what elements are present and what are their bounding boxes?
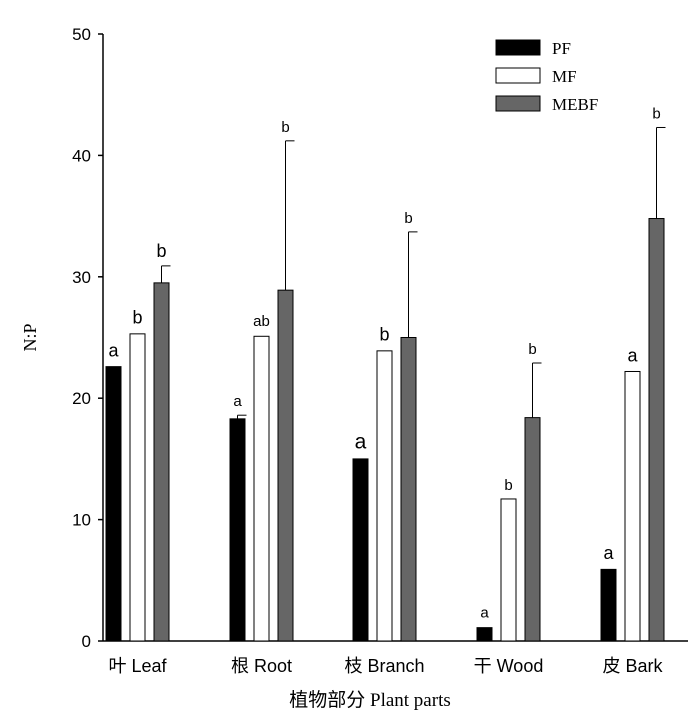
legend-label: MEBF bbox=[552, 95, 598, 114]
x-tick-label: 皮 Bark bbox=[602, 656, 663, 676]
significance-letter: b bbox=[281, 119, 289, 136]
bar bbox=[253, 335, 270, 642]
significance-letter: b bbox=[132, 308, 142, 328]
y-axis-label: N:P bbox=[20, 323, 40, 351]
bar bbox=[600, 568, 617, 642]
bar bbox=[524, 417, 541, 642]
significance-letter: ab bbox=[253, 313, 270, 330]
x-axis-label: 植物部分 Plant parts bbox=[289, 689, 451, 711]
y-tick-label: 30 bbox=[72, 268, 91, 287]
x-tick-label: 根 Root bbox=[231, 656, 292, 676]
bar bbox=[624, 370, 641, 642]
significance-letter: a bbox=[627, 345, 638, 365]
significance-letter: b bbox=[528, 341, 536, 358]
bar bbox=[277, 289, 294, 642]
y-tick-label: 20 bbox=[72, 389, 91, 408]
significance-letter: b bbox=[379, 325, 389, 345]
significance-letter: b bbox=[404, 210, 412, 227]
x-tick-label: 枝 Branch bbox=[344, 656, 424, 676]
x-tick-label: 叶 Leaf bbox=[108, 656, 167, 676]
bar bbox=[229, 418, 246, 642]
legend-label: MF bbox=[552, 67, 577, 86]
bar bbox=[476, 627, 493, 642]
y-tick-label: 0 bbox=[82, 632, 91, 651]
significance-letter: b bbox=[156, 241, 166, 261]
bar bbox=[376, 350, 393, 642]
significance-letter: a bbox=[233, 393, 242, 410]
significance-letter: a bbox=[480, 604, 489, 621]
bar bbox=[500, 498, 517, 642]
bar bbox=[105, 366, 122, 642]
significance-letter: a bbox=[108, 340, 119, 360]
bar bbox=[648, 218, 665, 642]
bar bbox=[129, 333, 146, 642]
bar bbox=[153, 282, 170, 642]
y-tick-label: 50 bbox=[72, 25, 91, 44]
significance-letter: a bbox=[355, 431, 367, 454]
y-tick-label: 40 bbox=[72, 146, 91, 165]
bar bbox=[352, 458, 369, 642]
legend-swatch bbox=[495, 39, 541, 56]
legend-swatch bbox=[495, 95, 541, 112]
significance-letter: a bbox=[603, 543, 614, 563]
legend-swatch bbox=[495, 67, 541, 84]
y-tick-label: 10 bbox=[72, 511, 91, 530]
significance-letter: b bbox=[652, 105, 660, 122]
legend-label: PF bbox=[552, 39, 571, 58]
x-tick-label: 干 Wood bbox=[474, 656, 544, 676]
bar bbox=[400, 337, 417, 642]
significance-letter: b bbox=[504, 477, 512, 494]
